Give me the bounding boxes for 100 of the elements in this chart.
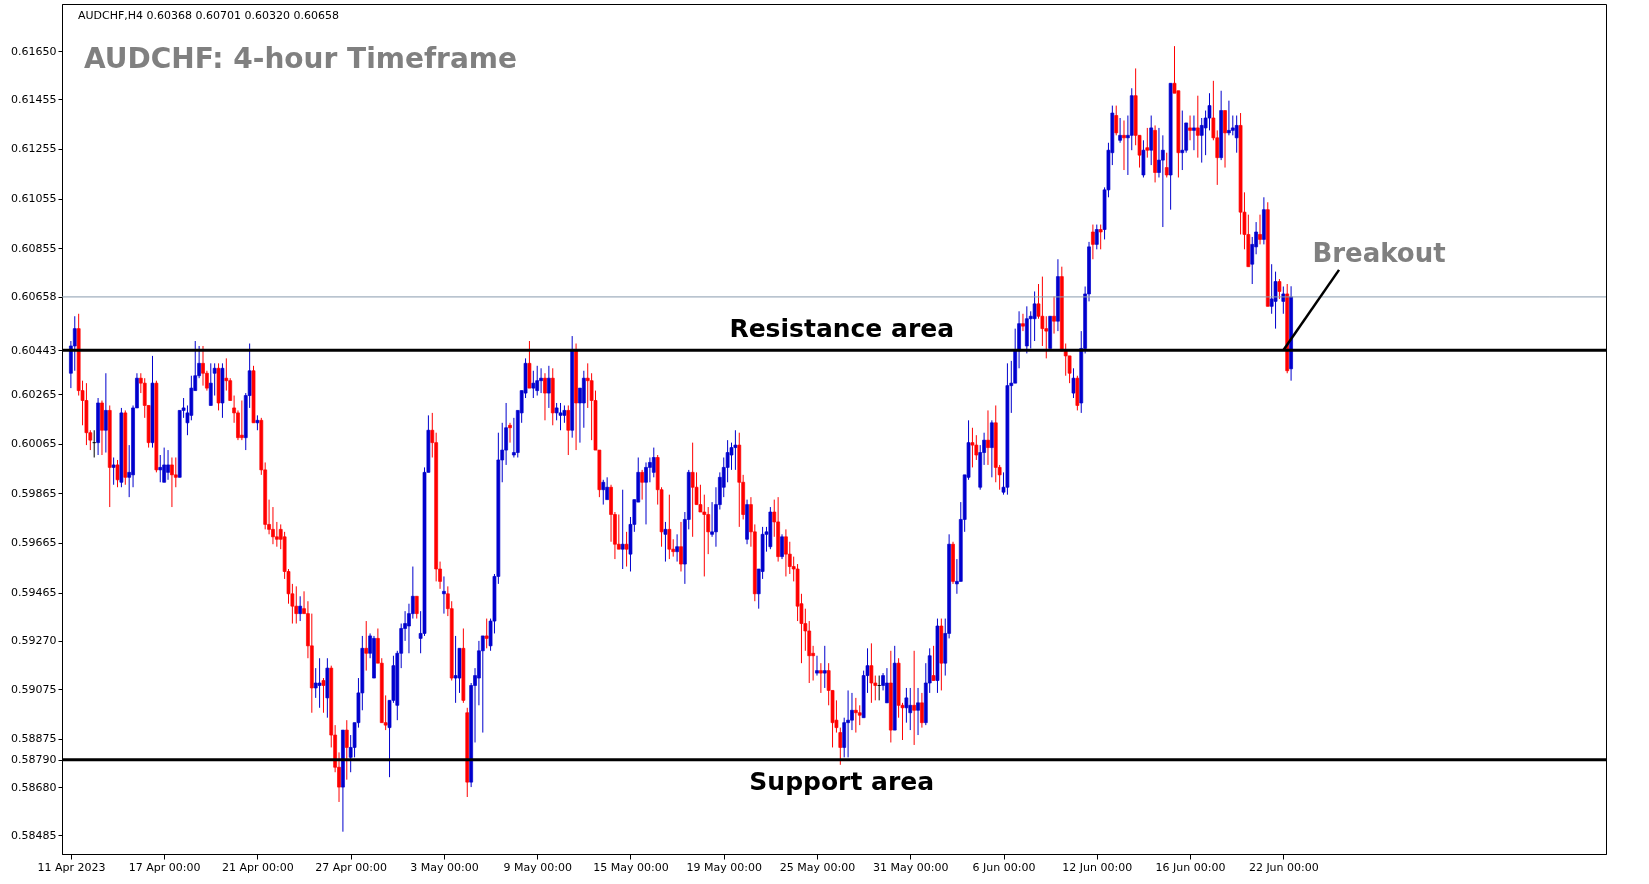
y-tick-label: 0.60855: [11, 241, 57, 255]
candlestick: [1227, 100, 1231, 136]
candlestick: [1149, 115, 1154, 166]
candlestick: [1164, 152, 1169, 178]
y-tick-label: 0.59665: [11, 536, 57, 550]
candlestick: [624, 531, 629, 568]
candlestick: [920, 692, 924, 729]
x-tick-label: 6 Jun 00:00: [972, 860, 1036, 874]
ref-line-label: Support area: [749, 766, 935, 796]
candlestick: [484, 618, 489, 649]
candlestick: [294, 585, 299, 625]
y-tick-label: 0.60265: [11, 387, 57, 401]
candlestick: [298, 595, 303, 622]
candlestick: [543, 372, 547, 421]
candlestick: [317, 657, 322, 709]
candlestick: [1258, 214, 1262, 245]
y-tick-label: 0.58790: [11, 753, 57, 767]
candlestick: [166, 449, 170, 481]
candlestick: [1122, 119, 1126, 171]
candlestick: [104, 372, 108, 454]
candlestick: [912, 650, 916, 746]
y-tick-label: 0.60443: [11, 343, 57, 357]
candlestick: [547, 365, 551, 409]
y-tick-label: 0.59270: [11, 634, 57, 648]
candlestick: [1118, 117, 1122, 144]
y-tick-label: 0.58485: [11, 828, 57, 842]
candlestick: [566, 404, 571, 456]
candlestick: [240, 400, 244, 441]
candlestick: [640, 469, 644, 501]
candlestick: [869, 642, 874, 704]
candlestick: [854, 697, 858, 734]
candlestick: [815, 655, 819, 677]
y-tick-label: 0.59075: [11, 682, 57, 696]
candlestick: [1223, 110, 1227, 169]
candlestick: [651, 447, 656, 478]
candlestick: [819, 662, 823, 694]
x-tick-label: 12 Jun 00:00: [1062, 860, 1133, 874]
x-tick-label: 16 Jun 00:00: [1155, 860, 1226, 874]
candlestick: [620, 489, 625, 570]
candlestick: [201, 345, 205, 387]
candlestick: [916, 687, 920, 736]
candlestick: [846, 689, 850, 758]
candlestick: [733, 429, 738, 471]
candlestick: [931, 645, 936, 682]
candlestick: [605, 476, 609, 501]
x-tick-label: 19 May 00:00: [686, 860, 762, 874]
ref-line-label: Resistance area: [729, 314, 955, 344]
candlestick: [702, 494, 707, 577]
candlestick: [1192, 115, 1196, 151]
candlestick: [1071, 367, 1076, 399]
candlestick: [663, 521, 668, 563]
y-tick-label: 0.58875: [11, 732, 57, 746]
candlestick: [1145, 127, 1150, 159]
candlestick: [908, 687, 913, 731]
x-tick-label: 25 May 00:00: [779, 860, 856, 874]
y-tick-label: 0.58680: [11, 780, 57, 794]
candlestick: [1021, 313, 1025, 332]
x-tick-label: 15 May 00:00: [593, 860, 669, 874]
text: AUDCHF,H4 0.60368 0.60701 0.60320 0.60658: [78, 9, 340, 22]
candlestick: [321, 677, 326, 714]
text: AUDCHF: 4-hour Timeframe: [84, 42, 517, 75]
candlestick: [885, 667, 889, 704]
candlestick: [675, 533, 679, 563]
candlestick: [1188, 115, 1192, 141]
candlestick: [535, 365, 540, 397]
candlestick: [508, 422, 512, 444]
candlestick: [986, 409, 990, 466]
y-tick-label: 0.61455: [11, 92, 57, 106]
candlestick: [1052, 295, 1056, 335]
y-tick-label: 0.59465: [11, 586, 57, 600]
candlestick: [644, 461, 648, 525]
x-tick-label: 27 Apr 00:00: [315, 860, 388, 874]
candlestick: [1091, 224, 1095, 260]
y-tick-label: 0.61255: [11, 142, 57, 156]
candlestick: [531, 370, 536, 399]
x-tick-label: 22 Jun 00:00: [1248, 860, 1319, 874]
candlestick: [442, 575, 446, 615]
x-tick-label: 3 May 00:00: [410, 860, 479, 874]
candlestick: [784, 528, 788, 577]
candlestick: [1195, 95, 1200, 159]
y-tick-label: 0.60658: [11, 290, 57, 304]
y-tick-label: 0.61650: [11, 44, 57, 58]
candlestick: [1277, 278, 1282, 300]
x-tick-label: 31 May 00:00: [873, 860, 949, 874]
x-tick-label: 9 May 00:00: [503, 860, 572, 874]
y-tick-label: 0.60065: [11, 437, 57, 451]
candlestick: [158, 454, 163, 483]
x-tick-label: 11 Apr 2023: [37, 860, 106, 874]
candlestick: [970, 427, 975, 468]
candlestick: [1114, 105, 1119, 136]
candlestick: [344, 719, 349, 781]
candlestick: [170, 457, 174, 508]
candlestick: [822, 645, 827, 689]
x-tick-label: 17 Apr 00:00: [128, 860, 201, 874]
annotation: Breakout: [1312, 237, 1446, 268]
y-tick-label: 0.61055: [11, 192, 57, 206]
candlestick: [162, 447, 166, 483]
candlestick: [679, 521, 683, 572]
candlestick: [414, 595, 419, 620]
candlestick: [539, 367, 543, 394]
